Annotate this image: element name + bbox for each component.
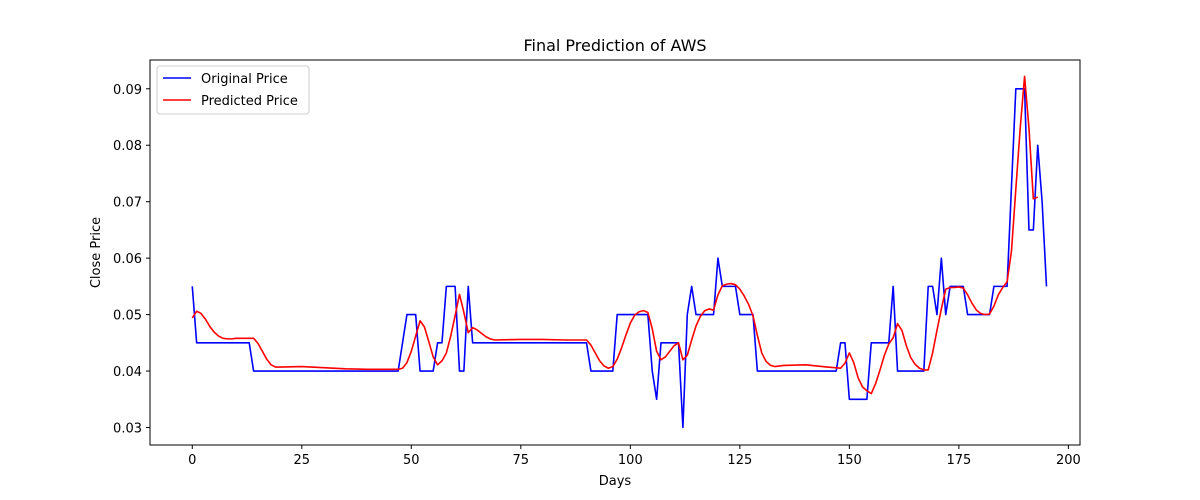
x-tick-label: 150 bbox=[837, 453, 862, 468]
x-tick-label: 100 bbox=[618, 453, 643, 468]
y-axis: 0.03 0.04 0.05 0.06 0.07 0.08 0.09 bbox=[113, 83, 150, 437]
y-tick-label: 0.08 bbox=[113, 139, 142, 154]
y-tick-label: 0.05 bbox=[113, 309, 142, 324]
x-axis: 0 25 50 75 100 125 150 175 200 bbox=[188, 445, 1081, 468]
plot-area bbox=[149, 59, 1081, 446]
y-tick-label: 0.09 bbox=[113, 83, 142, 98]
x-tick-label: 175 bbox=[946, 453, 971, 468]
y-tick-label: 0.06 bbox=[113, 252, 142, 267]
x-tick-label: 25 bbox=[294, 453, 311, 468]
legend-label-predicted-price: Predicted Price bbox=[201, 94, 298, 109]
series-line-predicted-price bbox=[191, 75, 1039, 395]
y-axis-label: Close Price bbox=[89, 217, 104, 288]
legend-box bbox=[156, 65, 310, 115]
legend-label-original-price: Original Price bbox=[201, 72, 288, 87]
y-tick-label: 0.04 bbox=[113, 365, 142, 380]
series-layer bbox=[191, 75, 1048, 429]
x-tick-label: 200 bbox=[1056, 453, 1081, 468]
y-tick-label: 0.07 bbox=[113, 196, 142, 211]
x-tick-label: 75 bbox=[513, 453, 530, 468]
x-tick-label: 0 bbox=[188, 453, 196, 468]
legend: Original Price Predicted Price bbox=[156, 65, 310, 115]
x-tick-label: 50 bbox=[403, 453, 420, 468]
x-axis-label: Days bbox=[599, 474, 632, 489]
plot-frame bbox=[149, 59, 1081, 446]
y-tick-label: 0.03 bbox=[113, 422, 142, 437]
chart-title: Final Prediction of AWS bbox=[523, 36, 706, 55]
x-tick-label: 125 bbox=[727, 453, 752, 468]
